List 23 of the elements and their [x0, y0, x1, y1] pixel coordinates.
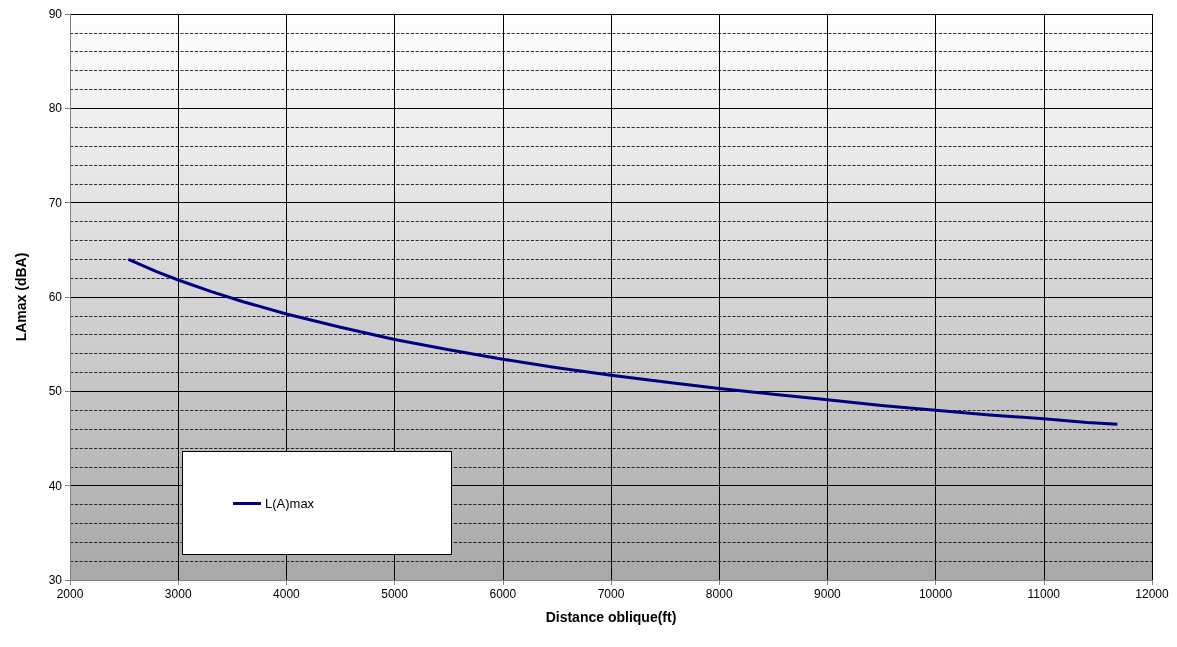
x-tick-label: 6000 — [489, 587, 517, 601]
x-tick-label: 2000 — [56, 587, 84, 601]
y-axis-title: LAmax (dBA) — [13, 252, 29, 342]
x-tick-label: 8000 — [705, 587, 733, 601]
x-tick-label: 9000 — [814, 587, 842, 601]
y-tick-label: 70 — [48, 195, 63, 210]
x-tick-label: 4000 — [273, 587, 301, 601]
x-tick-label: 12000 — [1135, 587, 1170, 601]
y-tick-label: 80 — [48, 101, 63, 116]
line-series — [126, 257, 1119, 426]
y-tick-label: 60 — [48, 290, 63, 304]
legend-label: L(A)max — [265, 495, 315, 511]
x-tick-label: 10000 — [918, 587, 953, 601]
x-axis-title: Distance oblique(ft) — [545, 609, 677, 625]
y-tick-label: 90 — [48, 7, 63, 21]
x-tick-label: 5000 — [381, 587, 409, 601]
x-tick-label: 3000 — [164, 587, 192, 601]
x-tick-label: 11000 — [1027, 587, 1061, 601]
y-tick-label: 40 — [48, 478, 63, 493]
y-tick-label: 50 — [48, 384, 63, 399]
y-tick-label: 30 — [48, 573, 63, 587]
legend-box: L(A)max — [182, 451, 452, 555]
x-tick-label: 7000 — [597, 587, 625, 601]
